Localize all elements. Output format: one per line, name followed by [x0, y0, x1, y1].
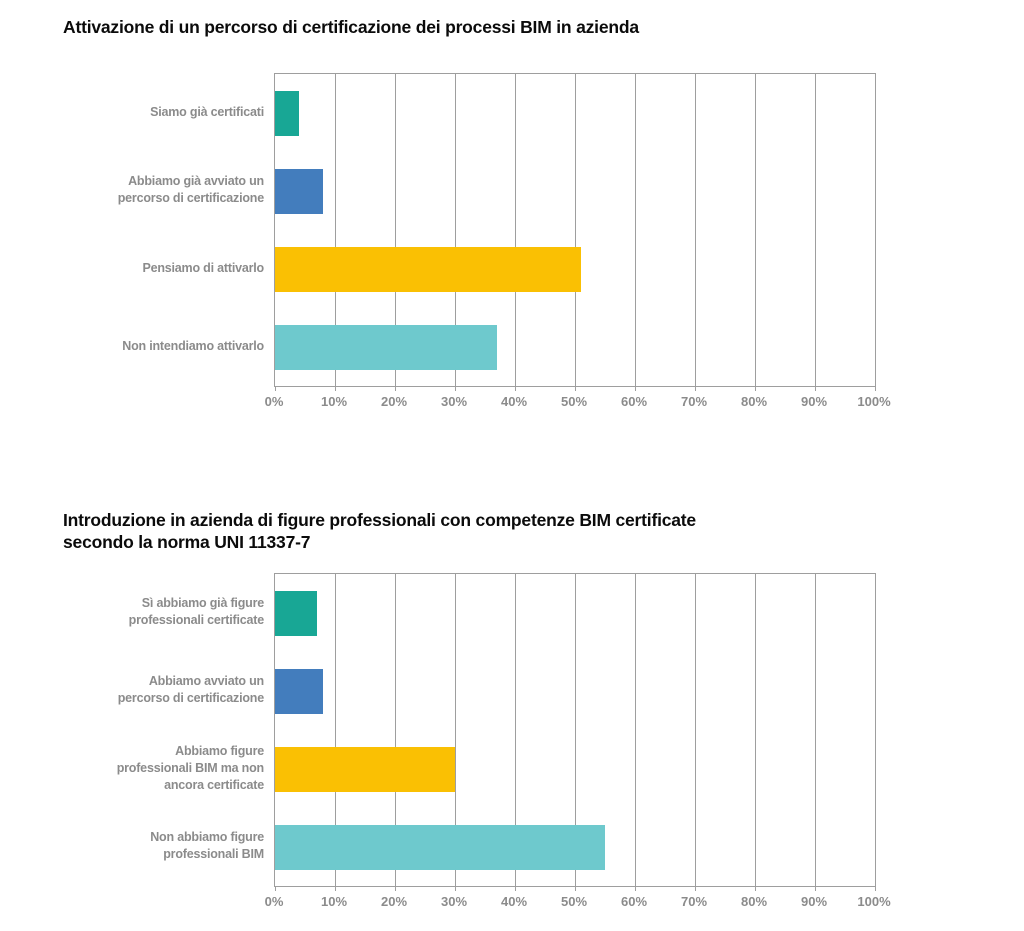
axis-tick [515, 886, 516, 891]
gridline [695, 574, 696, 886]
gridline [635, 74, 636, 386]
x-tick-label: 50% [560, 394, 588, 409]
gridline [575, 74, 576, 386]
x-tick-label: 80% [740, 894, 768, 909]
axis-tick [455, 386, 456, 391]
chart-section-bim-certification-process: Attivazione di un percorso di certificaz… [0, 0, 1024, 460]
x-tick-label: 0% [264, 394, 284, 409]
axis-tick [875, 386, 876, 391]
gridline [635, 574, 636, 886]
axis-tick [875, 886, 876, 891]
axis-tick [395, 386, 396, 391]
x-tick-label: 60% [620, 894, 648, 909]
bar [275, 746, 455, 792]
axis-tick [455, 886, 456, 891]
x-tick-label: 80% [740, 394, 768, 409]
gridline [455, 574, 456, 886]
x-tick-label: 40% [500, 894, 528, 909]
axis-tick [755, 886, 756, 891]
category-label: Sì abbiamo già figure professionali cert… [128, 596, 265, 627]
x-tick-label: 60% [620, 394, 648, 409]
category-label: Abbiamo figure professionali BIM ma non … [116, 743, 265, 792]
axis-tick [635, 886, 636, 891]
gridline [515, 574, 516, 886]
axis-tick [695, 886, 696, 891]
gridline [515, 74, 516, 386]
x-tick-label: 30% [440, 894, 468, 909]
axis-tick [275, 386, 276, 391]
gridline [755, 74, 756, 386]
gridline [455, 74, 456, 386]
bar [275, 668, 323, 714]
x-tick-label: 0% [264, 894, 284, 909]
gridline [575, 574, 576, 886]
x-tick-label: 10% [320, 894, 348, 909]
bar [275, 168, 323, 214]
bar [275, 324, 497, 370]
x-tick-label: 20% [380, 394, 408, 409]
axis-tick [575, 386, 576, 391]
bar [275, 246, 581, 292]
axis-tick [635, 386, 636, 391]
chart-title: Attivazione di un percorso di certificaz… [63, 17, 639, 37]
gridline [395, 74, 396, 386]
axis-tick [755, 386, 756, 391]
gridline [815, 74, 816, 386]
chart-section-bim-certified-professionals: Introduzione in azienda di figure profes… [0, 493, 1024, 931]
x-tick-label: 30% [440, 394, 468, 409]
gridline [815, 574, 816, 886]
axis-tick [335, 386, 336, 391]
axis-tick [395, 886, 396, 891]
category-label: Pensiamo di attivarlo [142, 260, 264, 275]
axis-tick [815, 386, 816, 391]
category-label: Abbiamo avviato un percorso di certifica… [117, 674, 264, 705]
category-label: Non abbiamo figure professionali BIM [150, 830, 264, 861]
plot-area [274, 73, 876, 391]
x-tick-label: 100% [857, 394, 891, 409]
x-tick-label: 20% [380, 894, 408, 909]
gridline [395, 574, 396, 886]
gridline [335, 74, 336, 386]
gridline [335, 574, 336, 886]
axis-tick [575, 886, 576, 891]
axis-tick [695, 386, 696, 391]
axis-tick [515, 386, 516, 391]
bar [275, 90, 299, 136]
x-tick-label: 70% [680, 394, 708, 409]
category-label: Non intendiamo attivarlo [122, 338, 264, 353]
gridline [695, 74, 696, 386]
x-tick-label: 100% [857, 894, 891, 909]
category-label: Abbiamo già avviato un percorso di certi… [117, 174, 264, 205]
bar [275, 824, 605, 870]
axis-tick [815, 886, 816, 891]
axis-tick [335, 886, 336, 891]
gridline [755, 574, 756, 886]
axis-tick [275, 886, 276, 891]
x-tick-label: 90% [800, 894, 828, 909]
x-tick-label: 10% [320, 394, 348, 409]
plot-area [274, 573, 876, 891]
chart-title: Introduzione in azienda di figure profes… [63, 510, 696, 552]
category-label: Siamo già certificati [150, 104, 264, 119]
x-tick-label: 90% [800, 394, 828, 409]
x-tick-label: 50% [560, 894, 588, 909]
x-tick-label: 70% [680, 894, 708, 909]
bar [275, 590, 317, 636]
x-tick-label: 40% [500, 394, 528, 409]
